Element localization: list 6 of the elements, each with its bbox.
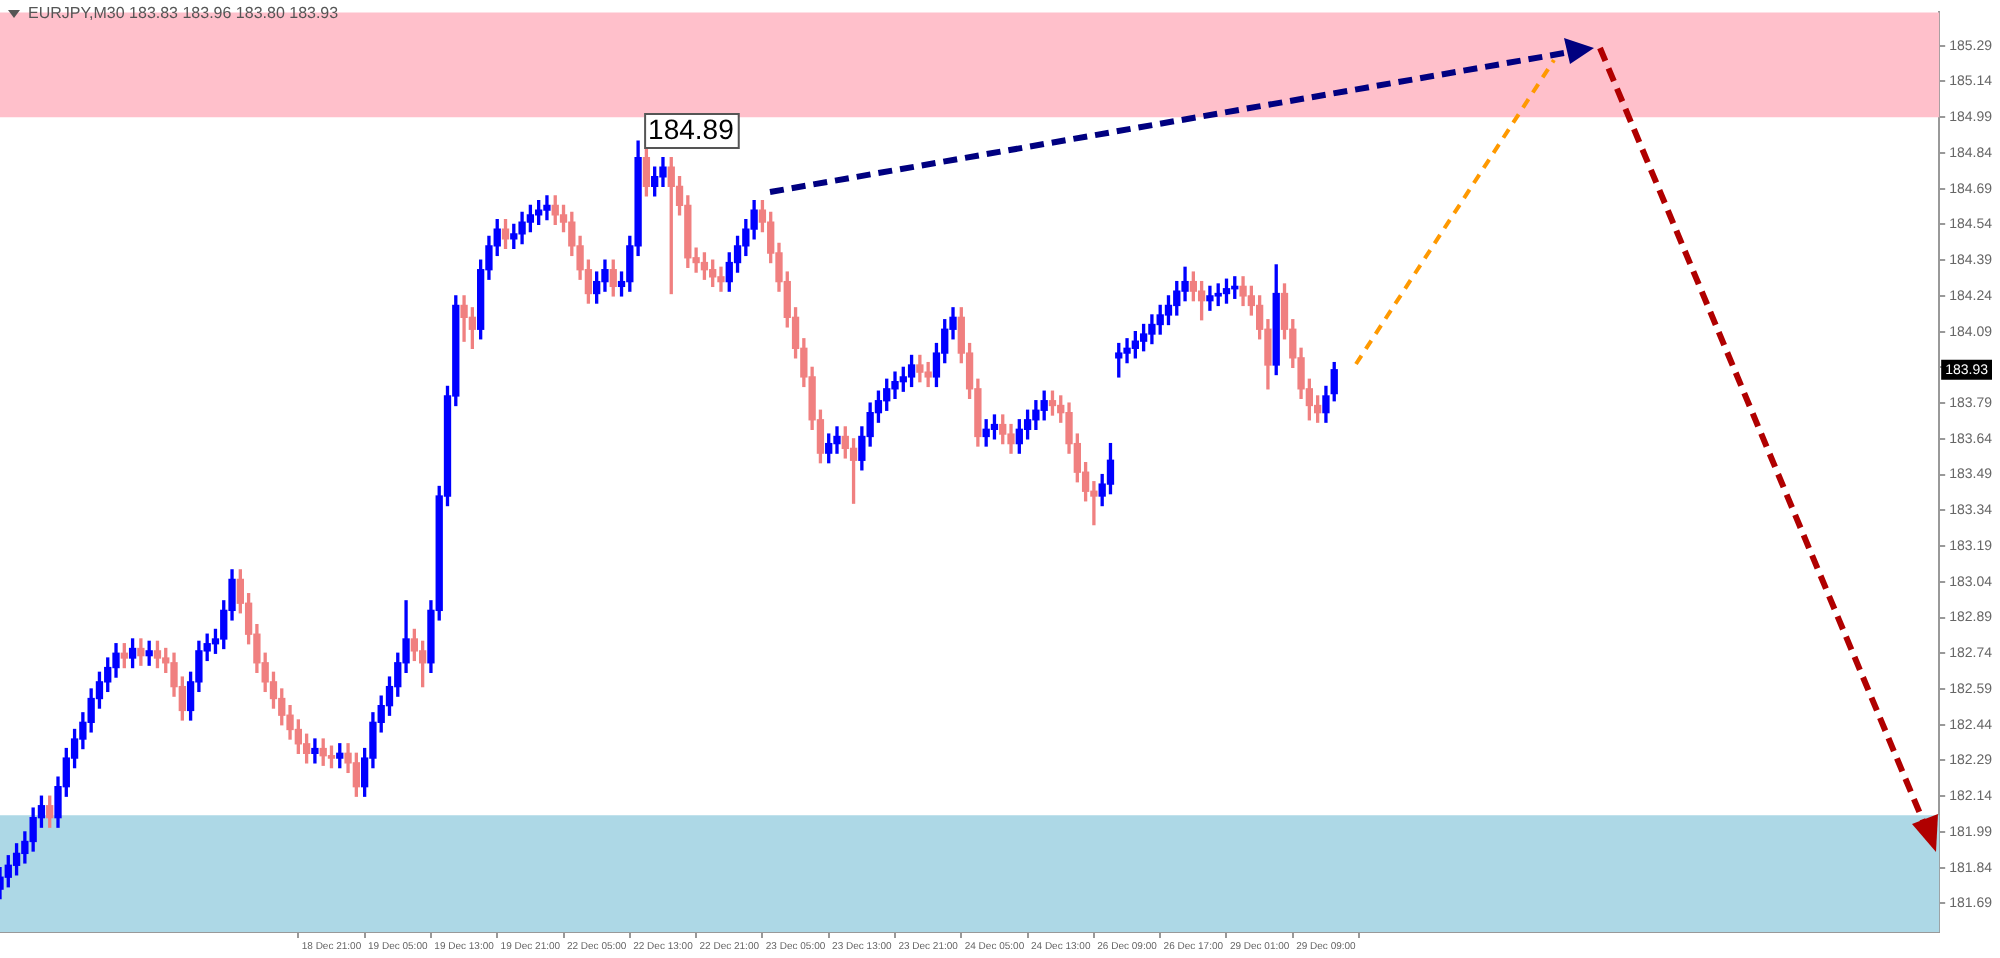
annotation: 184.89 — [648, 112, 735, 145]
candlestick — [311, 738, 319, 764]
chart-title: EURJPY,M30 183.83 183.96 183.80 183.93 — [28, 4, 339, 22]
candlestick — [1206, 285, 1214, 311]
candlestick — [717, 266, 725, 292]
candlestick — [543, 195, 551, 221]
